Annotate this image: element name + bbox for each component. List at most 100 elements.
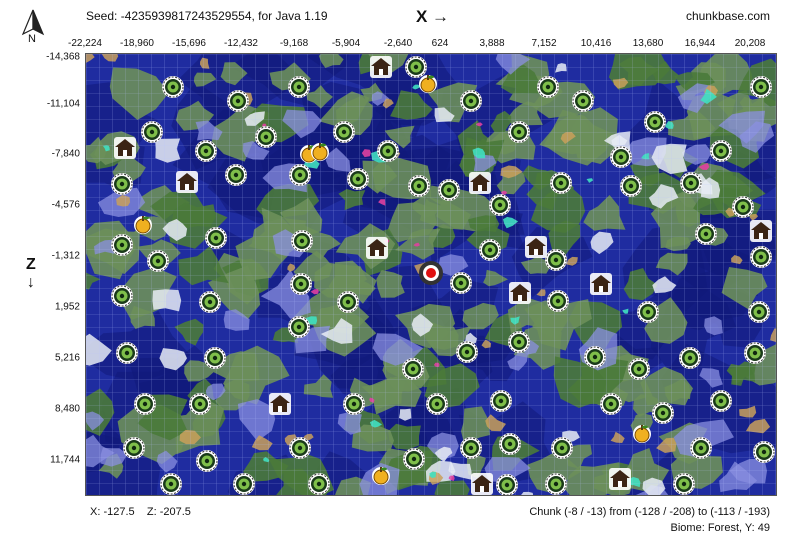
ender-eye-icon[interactable]: [610, 146, 632, 168]
village-icon[interactable]: [366, 237, 388, 259]
ender-eye-icon[interactable]: [551, 437, 573, 459]
ender-eye-icon[interactable]: [489, 194, 511, 216]
ender-eye-icon[interactable]: [189, 393, 211, 415]
ender-eye-icon[interactable]: [695, 223, 717, 245]
ender-eye-icon[interactable]: [196, 450, 218, 472]
village-icon[interactable]: [269, 393, 291, 415]
ender-eye-icon[interactable]: [547, 290, 569, 312]
ender-eye-icon[interactable]: [289, 164, 311, 186]
ender-eye-icon[interactable]: [744, 342, 766, 364]
golden-apple-icon[interactable]: [134, 216, 152, 234]
ender-eye-icon[interactable]: [403, 448, 425, 470]
ender-eye-icon[interactable]: [205, 227, 227, 249]
ender-eye-icon[interactable]: [479, 239, 501, 261]
ender-eye-icon[interactable]: [195, 140, 217, 162]
ender-eye-icon[interactable]: [750, 76, 772, 98]
ender-eye-icon[interactable]: [690, 437, 712, 459]
ender-eye-icon[interactable]: [652, 402, 674, 424]
village-icon[interactable]: [471, 473, 493, 495]
ender-eye-icon[interactable]: [402, 358, 424, 380]
village-icon[interactable]: [114, 137, 136, 159]
ender-eye-icon[interactable]: [337, 291, 359, 313]
ender-eye-icon[interactable]: [508, 121, 530, 143]
ender-eye-icon[interactable]: [496, 474, 518, 496]
ender-eye-icon[interactable]: [111, 285, 133, 307]
brand-label[interactable]: chunkbase.com: [685, 9, 770, 23]
golden-apple-icon[interactable]: [633, 425, 651, 443]
ender-eye-icon[interactable]: [460, 90, 482, 112]
village-icon[interactable]: [509, 282, 531, 304]
ender-eye-icon[interactable]: [572, 90, 594, 112]
biome-map[interactable]: [85, 53, 777, 496]
ender-eye-icon[interactable]: [732, 196, 754, 218]
ender-eye-icon[interactable]: [550, 172, 572, 194]
golden-apple-icon[interactable]: [311, 143, 329, 161]
ender-eye-icon[interactable]: [628, 358, 650, 380]
ender-eye-icon[interactable]: [289, 437, 311, 459]
ender-eye-icon[interactable]: [204, 347, 226, 369]
ender-eye-icon[interactable]: [537, 76, 559, 98]
ender-eye-icon[interactable]: [308, 473, 330, 495]
ender-eye-icon[interactable]: [141, 121, 163, 143]
ender-eye-icon[interactable]: [637, 301, 659, 323]
ender-eye-icon[interactable]: [753, 441, 775, 463]
ender-eye-icon[interactable]: [116, 342, 138, 364]
ender-eye-icon[interactable]: [644, 111, 666, 133]
ender-eye-icon[interactable]: [377, 140, 399, 162]
spawn-point-icon[interactable]: [419, 261, 443, 285]
ender-eye-icon[interactable]: [343, 393, 365, 415]
ender-eye-icon[interactable]: [438, 179, 460, 201]
ender-eye-icon[interactable]: [290, 273, 312, 295]
ender-eye-icon[interactable]: [255, 126, 277, 148]
ender-eye-icon[interactable]: [160, 473, 182, 495]
ender-eye-icon[interactable]: [162, 76, 184, 98]
ender-eye-icon[interactable]: [456, 341, 478, 363]
ender-eye-icon[interactable]: [199, 291, 221, 313]
x-tick-label: 624: [431, 38, 449, 49]
ender-eye-icon[interactable]: [450, 272, 472, 294]
ender-eye-icon[interactable]: [288, 76, 310, 98]
ender-eye-icon[interactable]: [405, 56, 427, 78]
ender-eye-icon[interactable]: [233, 473, 255, 495]
village-icon[interactable]: [525, 236, 547, 258]
x-tick-label: 10,416: [580, 38, 612, 49]
ender-eye-icon[interactable]: [111, 173, 133, 195]
ender-eye-icon[interactable]: [748, 301, 770, 323]
ender-eye-icon[interactable]: [620, 175, 642, 197]
ender-eye-icon[interactable]: [545, 473, 567, 495]
golden-apple-icon[interactable]: [372, 467, 390, 485]
map-canvas[interactable]: [86, 54, 777, 496]
village-icon[interactable]: [370, 56, 392, 78]
ender-eye-icon[interactable]: [134, 393, 156, 415]
ender-eye-icon[interactable]: [584, 346, 606, 368]
village-icon[interactable]: [176, 171, 198, 193]
ender-eye-icon[interactable]: [679, 347, 701, 369]
ender-eye-icon[interactable]: [288, 316, 310, 338]
village-icon[interactable]: [609, 468, 631, 490]
ender-eye-icon[interactable]: [545, 249, 567, 271]
golden-apple-icon[interactable]: [419, 75, 437, 93]
ender-eye-icon[interactable]: [227, 90, 249, 112]
ender-eye-icon[interactable]: [123, 437, 145, 459]
village-icon[interactable]: [750, 220, 772, 242]
ender-eye-icon[interactable]: [710, 390, 732, 412]
ender-eye-icon[interactable]: [508, 331, 530, 353]
ender-eye-icon[interactable]: [291, 230, 313, 252]
ender-eye-icon[interactable]: [499, 433, 521, 455]
ender-eye-icon[interactable]: [147, 250, 169, 272]
ender-eye-icon[interactable]: [460, 437, 482, 459]
ender-eye-icon[interactable]: [680, 172, 702, 194]
ender-eye-icon[interactable]: [710, 140, 732, 162]
ender-eye-icon[interactable]: [225, 164, 247, 186]
ender-eye-icon[interactable]: [490, 390, 512, 412]
ender-eye-icon[interactable]: [426, 393, 448, 415]
village-icon[interactable]: [590, 273, 612, 295]
ender-eye-icon[interactable]: [333, 121, 355, 143]
ender-eye-icon[interactable]: [347, 168, 369, 190]
ender-eye-icon[interactable]: [750, 246, 772, 268]
ender-eye-icon[interactable]: [408, 175, 430, 197]
ender-eye-icon[interactable]: [111, 234, 133, 256]
ender-eye-icon[interactable]: [673, 473, 695, 495]
ender-eye-icon[interactable]: [600, 393, 622, 415]
village-icon[interactable]: [469, 172, 491, 194]
